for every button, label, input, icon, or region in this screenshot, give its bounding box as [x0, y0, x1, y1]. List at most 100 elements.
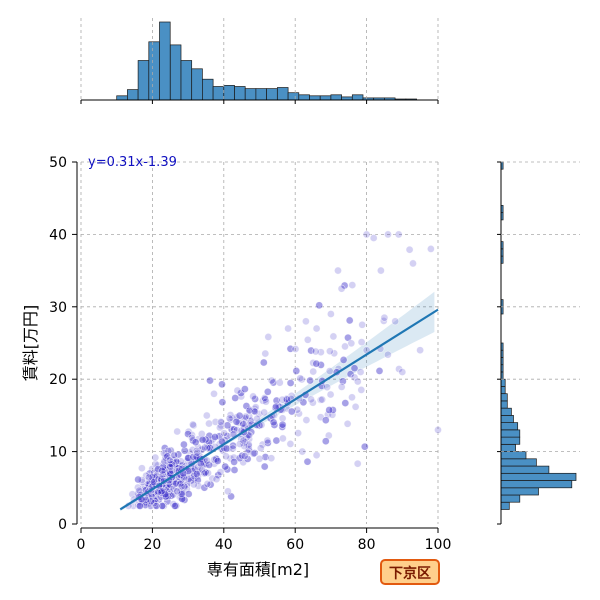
data-point [151, 453, 160, 462]
data-point [137, 464, 146, 473]
x-tick-label: 80 [358, 537, 376, 553]
data-point [212, 454, 221, 463]
data-point [229, 453, 238, 462]
data-point [202, 411, 211, 420]
data-point [216, 417, 225, 426]
data-point [231, 394, 240, 402]
data-point [225, 414, 234, 423]
top-histogram-bar [266, 88, 278, 101]
data-point [347, 339, 356, 348]
data-point [259, 358, 268, 367]
data-point [177, 490, 186, 498]
regression-equation: y=0.31x-1.39 [88, 155, 177, 170]
data-point [241, 412, 250, 421]
data-point [239, 420, 248, 429]
right-histogram-bar [500, 494, 521, 503]
top-histogram-bar [330, 94, 342, 101]
right-histogram-bar [500, 429, 521, 438]
data-point [275, 378, 284, 387]
data-point [173, 427, 182, 436]
data-point [287, 407, 296, 416]
top-histogram-bar [244, 88, 257, 101]
top-histogram-bar [298, 94, 310, 101]
top-histogram-bar [159, 21, 171, 101]
data-point [360, 442, 369, 451]
data-point [203, 456, 211, 465]
data-point [325, 347, 334, 356]
data-point [325, 367, 334, 375]
right-histogram-bar [500, 472, 577, 481]
data-point [201, 435, 210, 444]
x-tick-label: 100 [425, 537, 452, 553]
data-point [291, 345, 300, 353]
right-histogram-bar [500, 487, 539, 496]
data-point [206, 480, 215, 489]
top-histogram-bar [234, 86, 246, 101]
data-point [173, 487, 181, 496]
data-point [326, 310, 335, 318]
y-tick-label: 40 [49, 227, 67, 243]
data-point [194, 481, 203, 490]
y-ticks: 0 10 20 30 40 50 [49, 155, 77, 533]
top-histogram-bar [191, 68, 203, 101]
right-histogram-bar [500, 451, 527, 460]
data-point [357, 338, 366, 346]
data-point [294, 429, 302, 437]
data-point [244, 440, 253, 449]
data-point [166, 463, 175, 471]
data-point [192, 469, 201, 478]
top-histogram-bar [277, 87, 289, 101]
data-point [309, 367, 318, 376]
main-axes [76, 162, 438, 529]
data-point [197, 429, 206, 438]
data-point [299, 398, 308, 407]
data-point [180, 482, 189, 491]
data-point [272, 436, 281, 445]
data-point [286, 379, 295, 387]
data-point [230, 466, 239, 474]
data-point [154, 465, 162, 473]
data-point [376, 266, 385, 275]
data-point [200, 443, 209, 452]
data-point [222, 444, 231, 453]
data-point [384, 230, 392, 239]
data-point [369, 234, 378, 242]
data-point [278, 414, 287, 423]
data-point [134, 475, 142, 484]
top-histogram-bar [127, 89, 139, 101]
data-point [309, 358, 317, 367]
data-point [261, 453, 270, 461]
data-point [230, 457, 238, 466]
right-histogram-bar [500, 386, 506, 394]
data-point [286, 439, 295, 448]
data-point [267, 376, 276, 385]
data-point [337, 382, 346, 391]
data-point [239, 436, 248, 445]
data-point [264, 332, 273, 341]
data-point [426, 244, 435, 253]
data-point [340, 281, 349, 290]
data-point [212, 475, 221, 484]
data-point [278, 422, 287, 431]
data-point [260, 462, 269, 471]
data-point [179, 440, 188, 449]
data-point [348, 393, 356, 402]
data-point [189, 452, 198, 461]
data-point [353, 459, 362, 468]
data-point [243, 454, 252, 463]
data-point [379, 316, 388, 325]
data-point [165, 456, 174, 465]
data-point [203, 479, 212, 488]
data-point [434, 425, 442, 434]
data-point [334, 266, 342, 275]
data-point [321, 437, 330, 446]
data-point [278, 434, 287, 443]
data-point [205, 419, 213, 428]
top-histogram-bar [169, 44, 182, 101]
data-point [222, 452, 230, 461]
data-point [152, 501, 161, 510]
data-point [269, 418, 278, 427]
data-point [345, 316, 354, 325]
right-histogram-bar [500, 400, 508, 409]
data-point [330, 349, 339, 358]
